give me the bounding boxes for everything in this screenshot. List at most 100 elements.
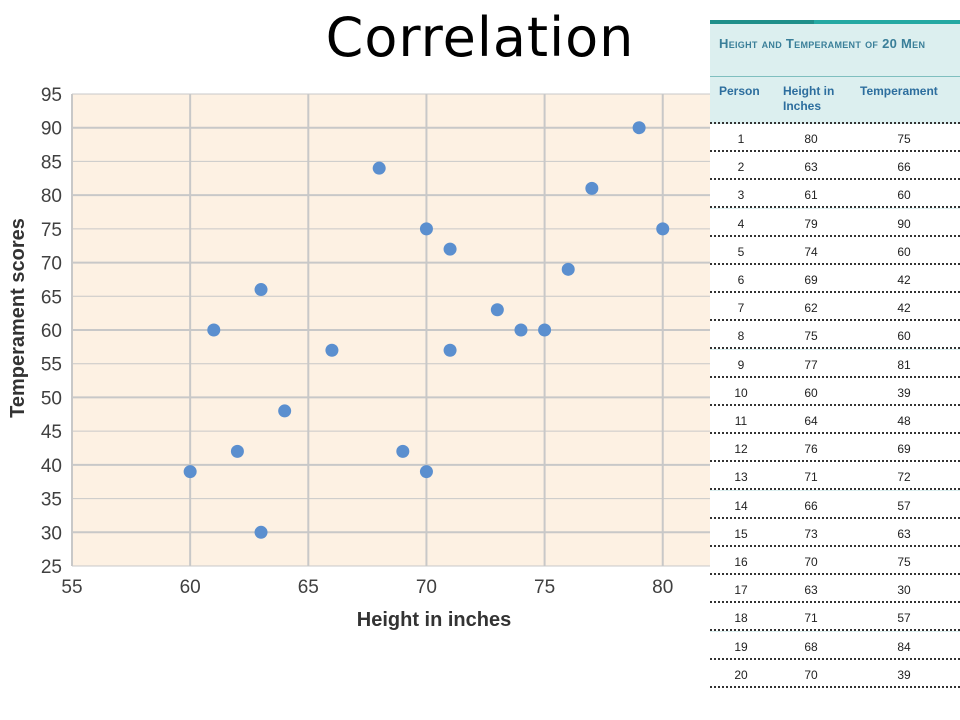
row-divider	[710, 657, 960, 660]
row-divider	[710, 460, 960, 463]
cell-person: 19	[734, 639, 748, 654]
row-divider	[710, 403, 960, 406]
cell-person: 11	[734, 414, 748, 428]
cell-height: 68	[804, 639, 818, 654]
table-row: 1 80 75	[710, 124, 960, 152]
table-row: 19 68 84	[710, 631, 960, 660]
data-point	[443, 242, 457, 256]
cell-height: 70	[804, 667, 818, 682]
cell-height: 62	[804, 301, 818, 316]
table-row: 7 62 42	[710, 293, 960, 322]
cell-temperament: 57	[897, 498, 911, 513]
cell-temperament: 42	[897, 301, 911, 316]
row-divider	[710, 601, 960, 604]
row-divider	[710, 206, 960, 209]
cell-temperament: 63	[897, 526, 911, 541]
data-point	[514, 323, 528, 337]
scatter-chart: 25 30 35 40 45 50 55 60 65 70 75 80 85 90 95 55 60 65 70 7…	[7, 85, 710, 631]
cell-person: 18	[734, 611, 748, 626]
column-header-temperament: Temperament	[860, 84, 938, 98]
data-point	[585, 181, 599, 195]
data-point	[490, 303, 504, 317]
x-tick-label: 55	[61, 577, 82, 598]
data-point	[443, 343, 457, 357]
cell-height: 64	[804, 414, 818, 428]
cell-person: 8	[737, 329, 745, 344]
table-row: 9 77 81	[710, 349, 960, 378]
cell-person: 20	[734, 667, 748, 682]
row-divider	[710, 234, 960, 237]
cell-height: 66	[804, 498, 818, 513]
y-axis-ticks: 25 30 35 40 45 50 55 60 65 70 75 80 85 90 95	[41, 85, 62, 578]
cell-height: 60	[804, 385, 818, 400]
cell-person: 10	[734, 385, 748, 400]
cell-height: 63	[804, 583, 818, 598]
cell-temperament: 39	[897, 667, 911, 682]
table-title: Height and Temperament of 20 Men	[719, 36, 926, 51]
data-point	[278, 404, 292, 418]
cell-person: 15	[734, 526, 748, 541]
y-tick-label: 90	[41, 119, 62, 140]
table-row: 12 76 69	[710, 434, 960, 463]
row-divider	[710, 347, 960, 350]
y-axis-label: Temperament scores	[7, 218, 29, 418]
data-point	[419, 222, 433, 236]
table-row: 18 71 57	[710, 603, 960, 632]
y-tick-label: 55	[41, 355, 62, 376]
table-row: 14 66 57	[710, 490, 960, 519]
data-point	[254, 525, 268, 539]
data-point	[207, 323, 221, 337]
row-divider	[710, 375, 960, 378]
data-point	[656, 222, 670, 236]
cell-temperament: 60	[897, 188, 911, 203]
cell-height: 71	[804, 470, 818, 485]
cell-temperament: 60	[897, 244, 911, 259]
data-point	[372, 161, 386, 175]
row-divider	[710, 488, 960, 491]
y-tick-label: 80	[41, 186, 62, 207]
y-tick-label: 45	[41, 422, 62, 443]
row-divider	[710, 629, 960, 632]
row-divider	[710, 573, 960, 575]
y-tick-label: 60	[41, 321, 62, 342]
row-divider	[710, 291, 960, 293]
data-points	[183, 121, 670, 539]
cell-temperament: 57	[897, 611, 911, 626]
cell-temperament: 75	[897, 555, 911, 569]
table-row: 15 73 63	[710, 518, 960, 547]
table-row: 3 61 60	[710, 180, 960, 209]
row-divider	[710, 516, 960, 519]
cell-temperament: 84	[897, 639, 911, 654]
row-divider	[710, 544, 960, 547]
y-tick-label: 50	[41, 388, 62, 409]
cell-person: 17	[734, 583, 748, 598]
slide-title: Correlation	[325, 6, 635, 69]
table-accent-bar-dark	[710, 20, 814, 24]
table-row: 8 75 60	[710, 321, 960, 350]
column-header-height: Height in Inches	[783, 84, 835, 113]
table-row: 2 63 66	[710, 152, 960, 181]
data-point	[632, 121, 646, 135]
y-tick-label: 70	[41, 254, 62, 275]
cell-height: 71	[804, 611, 818, 626]
cell-person: 14	[734, 498, 748, 513]
y-tick-label: 25	[41, 557, 62, 578]
data-point	[325, 343, 339, 357]
x-tick-label: 70	[416, 577, 437, 598]
y-tick-label: 65	[41, 287, 62, 308]
cell-temperament: 30	[897, 583, 911, 598]
y-tick-label: 85	[41, 152, 62, 173]
cell-person: 1	[737, 132, 745, 146]
y-tick-label: 35	[41, 490, 62, 511]
data-point	[183, 465, 197, 479]
data-point	[230, 444, 244, 458]
x-tick-label: 75	[534, 577, 555, 598]
cell-person: 2	[737, 160, 745, 175]
cell-height: 74	[804, 244, 818, 259]
table-row: 13 71 72	[710, 462, 960, 491]
cell-person: 5	[737, 244, 745, 259]
table-row: 20 70 39	[710, 659, 960, 688]
row-divider	[710, 432, 960, 434]
cell-height: 69	[804, 273, 818, 287]
table-row: 16 70 75	[710, 547, 960, 575]
